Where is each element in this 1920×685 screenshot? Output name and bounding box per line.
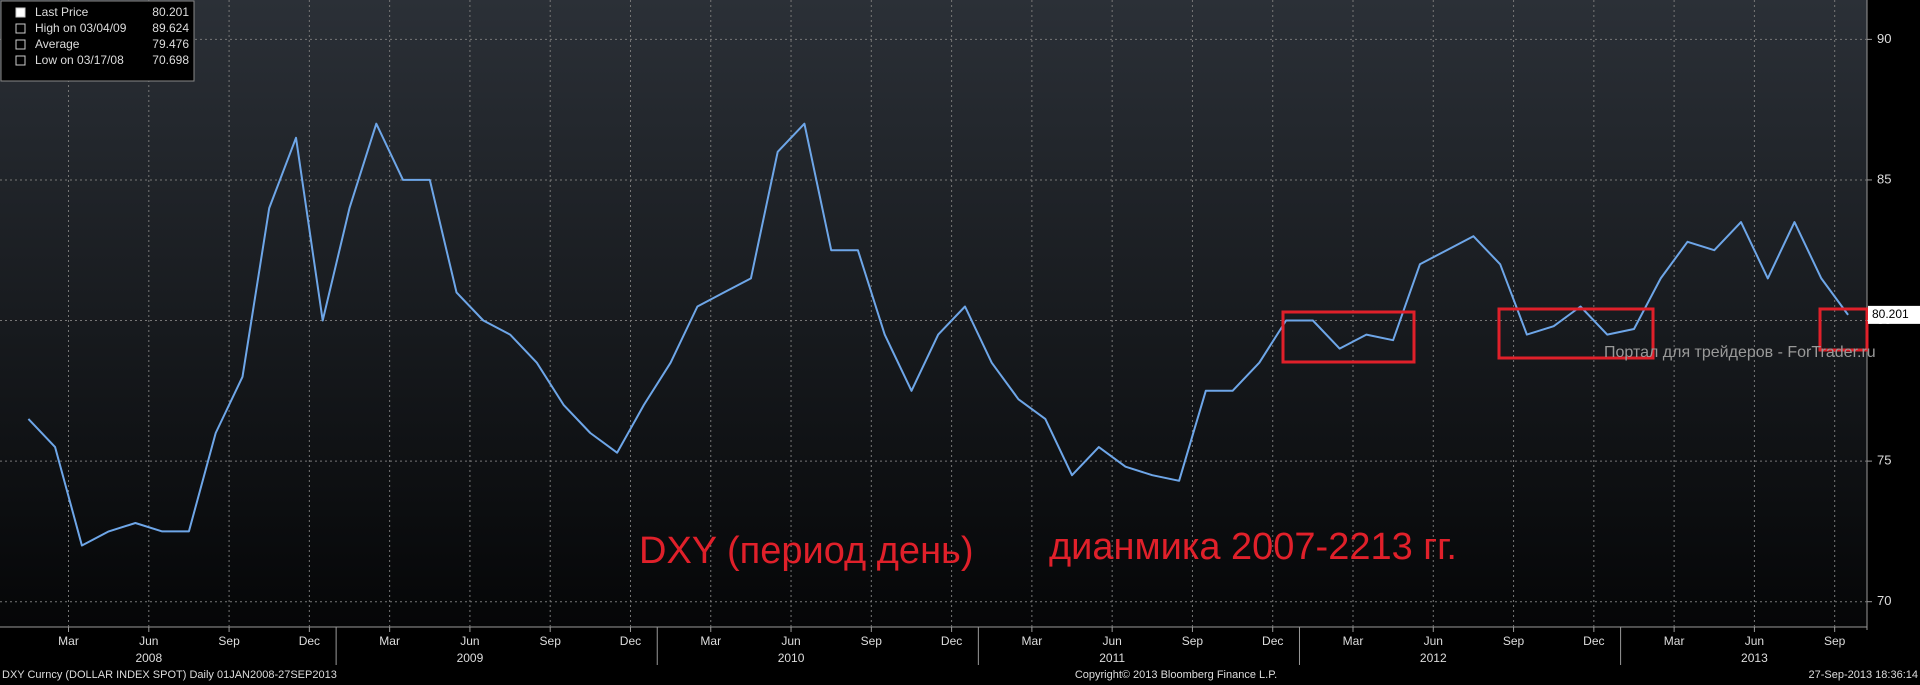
footer-right: 27-Sep-2013 18:36:14 [1809,669,1918,681]
x-tick-label: Sep [1182,634,1204,648]
x-tick-label: Mar [700,634,721,648]
y-tick-label: 70 [1877,593,1891,608]
x-tick-label: Jun [1102,634,1121,648]
x-tick-label: Dec [1583,634,1604,648]
legend-label: High on 03/04/09 [35,21,127,35]
highlight-box [1818,307,1869,352]
legend [0,0,195,82]
price-line [27,122,1849,547]
x-tick-label: Jun [1745,634,1764,648]
year-label: 2009 [457,651,484,665]
last-price-label: 80.201 [1872,307,1909,321]
y-tick-label: 90 [1877,31,1891,46]
legend-label: Average [35,37,80,51]
last-price-tag [1868,305,1920,324]
year-label: 2011 [1099,651,1125,665]
y-tick-label: 75 [1877,453,1891,468]
plot [27,122,1849,547]
x-tick-label: Jun [781,634,800,648]
footer-left: DXY Curncy (DOLLAR INDEX SPOT) Daily 01J… [2,669,337,681]
legend-swatch [15,55,26,66]
legend-swatch [15,7,26,18]
x-tick-label: Jun [139,634,158,648]
x-tick-label: Jun [1424,634,1443,648]
legend-label: Last Price [35,5,89,19]
x-tick-label: Sep [218,634,240,648]
legend-value: 89.624 [152,21,189,35]
axis-background [0,627,1920,685]
y-tick-label: 85 [1877,171,1891,186]
annotation: дианмика 2007-2213 гг. [1049,526,1457,568]
year-label: 2008 [135,651,162,665]
legend-swatch [15,23,26,34]
legend-value: 70.698 [152,53,189,67]
grid [0,0,1867,627]
highlight-box [1281,310,1416,364]
x-tick-label: Sep [861,634,883,648]
highlight-box [1497,307,1655,360]
plot-background [0,0,1867,627]
x-tick-label: Jun [460,634,479,648]
x-tick-label: Mar [58,634,79,648]
x-tick-label: Sep [1824,634,1846,648]
x-tick-label: Sep [540,634,562,648]
x-tick-label: Dec [941,634,962,648]
legend-value: 79.476 [152,37,189,51]
legend-entries: Last Price 80.201 High on 03/04/09 89.624 Av… [15,5,189,67]
x-tick-label: Dec [1262,634,1283,648]
year-label: 2010 [778,651,805,665]
annotation: DXY (период день) [639,530,974,572]
x-tick-label: Mar [379,634,400,648]
footer-center: Copyright© 2013 Bloomberg Finance L.P. [1075,669,1277,681]
year-label: 2012 [1420,651,1447,665]
watermark: Портал для трейдеров - ForTrader.ru [1604,344,1876,361]
x-tick-label: Sep [1503,634,1525,648]
x-tick-label: Dec [620,634,641,648]
x-tick-label: Mar [1664,634,1685,648]
legend-swatch [15,39,26,50]
year-label: 2013 [1741,651,1768,665]
legend-value: 80.201 [152,5,189,19]
x-tick-label: Mar [1022,634,1043,648]
legend-label: Low on 03/17/08 [35,53,124,67]
x-tick-label: Mar [1343,634,1364,648]
x-tick-label: Dec [299,634,320,648]
